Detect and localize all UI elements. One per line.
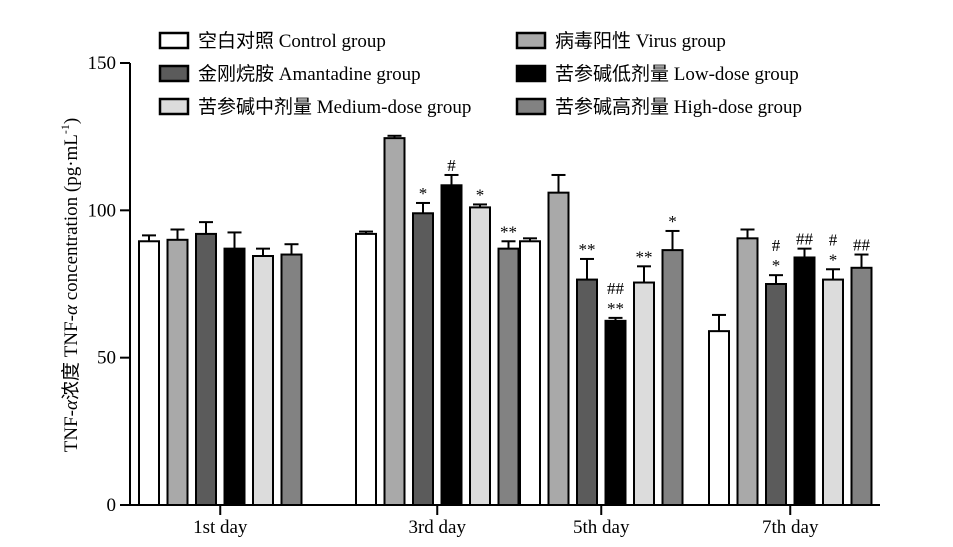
significance-label: # <box>829 230 838 249</box>
x-axis-ticks: 1st day 3rd day 5th day 7th day <box>193 505 819 538</box>
bar-s1-c1 <box>383 137 406 506</box>
bar-s5-c2 <box>661 249 684 506</box>
significance-label: # <box>772 236 781 255</box>
bar-s2-c2 <box>576 278 598 506</box>
significance-annotations: *** #*###**##***#****## <box>419 156 871 318</box>
significance-label: ## <box>607 279 625 298</box>
y-tick-label-150: 150 <box>88 53 117 74</box>
significance-label: * <box>668 212 677 231</box>
bar-s4-c2 <box>633 281 655 506</box>
significance-label: * <box>476 185 485 204</box>
bar-s3-c1 <box>440 184 463 507</box>
legend-label: 苦参碱中剂量 Medium-dose group <box>198 96 471 118</box>
y-tick-label-100: 100 <box>88 200 117 221</box>
legend: 空白对照 Control group 病毒阳性 Virus group 金刚烷胺 A… <box>158 30 802 118</box>
legend-label: 苦参碱低剂量 Low-dose group <box>555 63 799 85</box>
legend-label: 苦参碱高剂量 High-dose group <box>555 96 802 118</box>
x-tick-label: 5th day <box>573 517 630 538</box>
bar-s0-c0 <box>138 240 160 506</box>
legend-swatch <box>515 64 547 83</box>
bar-s0-c1 <box>355 232 377 506</box>
y-tick-label-0: 0 <box>107 495 117 516</box>
bar-s5-c3 <box>850 266 873 506</box>
error-bars <box>142 134 869 332</box>
bar-s1-c2 <box>547 191 570 507</box>
bar-s2-c3 <box>765 283 787 506</box>
legend-swatch <box>158 97 190 116</box>
bar-s3-c0 <box>223 247 246 506</box>
significance-label: ** <box>579 240 596 259</box>
bar-s4-c3 <box>822 278 844 506</box>
significance-label: * <box>419 184 428 203</box>
x-tick-label: 1st day <box>193 517 248 538</box>
bars <box>138 137 873 507</box>
y-axis-label: TNF-α浓度 TNF-α concentration (pg·mL-1) <box>58 118 82 452</box>
legend-label: 金刚烷胺 Amantadine group <box>198 63 421 85</box>
significance-label: ** <box>500 222 517 241</box>
significance-label: * <box>772 256 781 275</box>
bar-s0-c2 <box>519 240 541 506</box>
bar-s1-c3 <box>736 237 759 506</box>
legend-label: 空白对照 Control group <box>198 30 386 52</box>
significance-label: ** <box>607 299 624 318</box>
x-tick-label: 3rd day <box>408 517 466 538</box>
legend-label: 病毒阳性 Virus group <box>555 30 726 52</box>
bar-s1-c0 <box>166 238 189 507</box>
bar-s3-c2 <box>604 319 627 507</box>
y-axis-ticks: 0 50 100 150 <box>88 53 130 516</box>
bar-s4-c0 <box>252 255 274 506</box>
significance-label: ## <box>796 230 814 249</box>
bar-s4-c1 <box>469 206 491 507</box>
significance-label: * <box>829 250 838 269</box>
significance-label: ## <box>853 236 871 255</box>
bar-s5-c1 <box>497 247 520 506</box>
bar-s3-c3 <box>793 256 816 507</box>
bar-s5-c0 <box>280 253 303 506</box>
legend-swatch <box>158 31 190 50</box>
significance-label: ** <box>636 247 653 266</box>
bar-s2-c1 <box>412 212 434 506</box>
x-tick-label: 7th day <box>762 517 819 538</box>
significance-label: # <box>447 156 456 175</box>
bar-s2-c0 <box>195 232 217 506</box>
legend-swatch <box>515 31 547 50</box>
bar-s0-c3 <box>708 330 730 506</box>
y-tick-label-50: 50 <box>97 348 116 369</box>
legend-swatch <box>158 64 190 83</box>
legend-swatch <box>515 97 547 116</box>
